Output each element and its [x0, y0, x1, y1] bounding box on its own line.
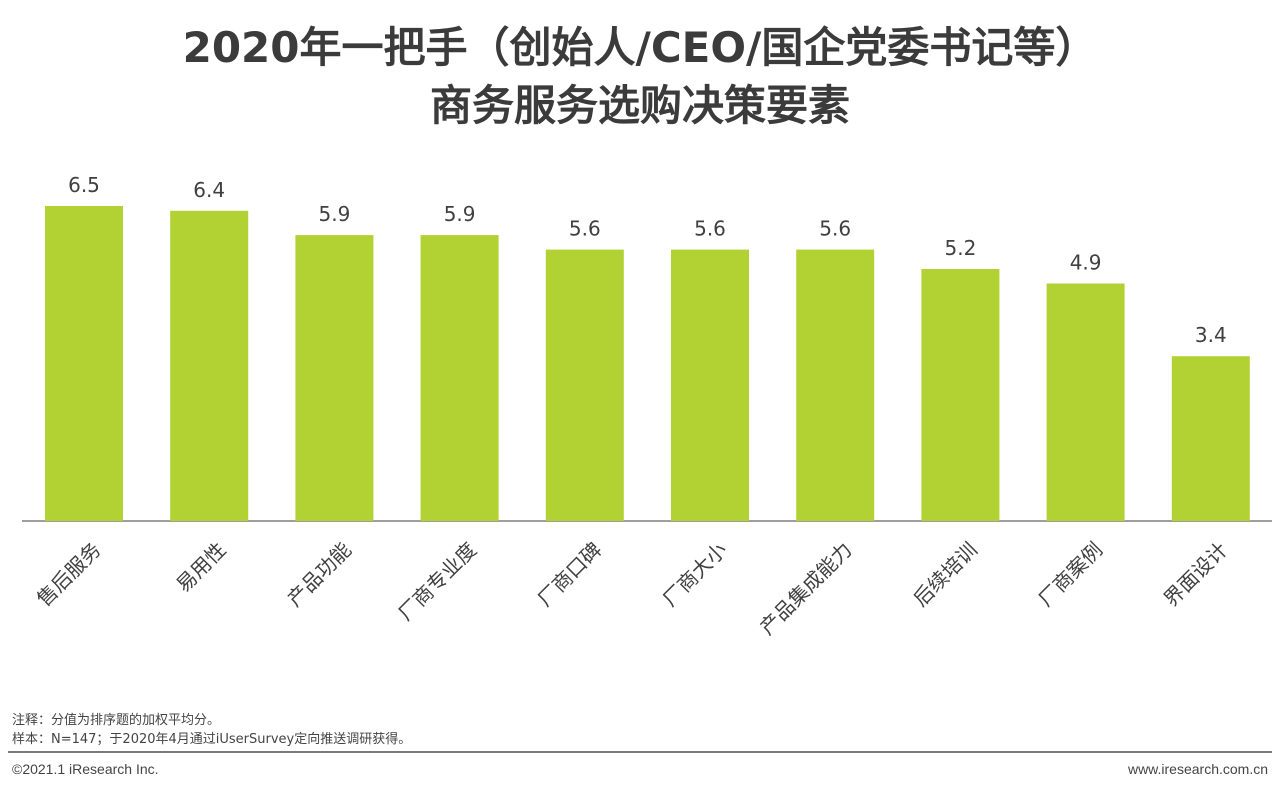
website-link[interactable]: www.iresearch.com.cn: [1127, 761, 1268, 777]
bar-4: [420, 235, 499, 521]
bar-2: [170, 210, 249, 522]
value-label-10: 3.4: [1195, 323, 1227, 347]
chart-title-line1: 2020年一把手（创始人/CEO/国企党委书记等）: [182, 23, 1098, 72]
value-label-6: 5.6: [694, 217, 726, 241]
value-label-9: 4.9: [1070, 251, 1102, 275]
value-label-3: 5.9: [318, 202, 350, 226]
category-label-6: 厂商大小: [658, 538, 732, 612]
value-label-1: 6.5: [68, 173, 100, 197]
category-label-9: 厂商案例: [1034, 538, 1108, 612]
value-label-2: 6.4: [193, 178, 225, 202]
bar-9: [1046, 283, 1125, 521]
category-label-5: 厂商口碑: [533, 538, 607, 612]
category-label-3: 产品功能: [282, 538, 356, 612]
bar-5: [545, 249, 624, 521]
bar-8: [921, 269, 1000, 521]
footer-divider: [8, 751, 1272, 753]
value-label-4: 5.9: [444, 202, 476, 226]
footnote-sample: 样本：N=147；于2020年4月通过iUserSurvey定向推送调研获得。: [12, 732, 412, 747]
value-label-7: 5.6: [819, 217, 851, 241]
category-label-2: 易用性: [171, 538, 230, 597]
bar-6: [671, 249, 749, 521]
category-label-8: 后续培训: [908, 538, 982, 612]
category-label-1: 售后服务: [32, 538, 106, 612]
value-label-5: 5.6: [569, 217, 601, 241]
bar-7: [796, 249, 875, 521]
bar-10: [1171, 356, 1250, 521]
chart-title-line2: 商务服务选购决策要素: [429, 81, 850, 130]
category-label-10: 界面设计: [1159, 538, 1233, 612]
bar-3: [295, 235, 374, 521]
category-label-4: 厂商专业度: [393, 538, 481, 626]
bar-chart: 6.5 售后服务 6.4 易用性 5.9 产品功能 5.9 厂商专业度 5.6 厂商口碑 5.6 厂商…: [22, 173, 1272, 640]
bar-1: [45, 206, 123, 521]
copyright-text: ©2021.1 iResearch Inc.: [12, 761, 159, 777]
category-label-7: 产品集成能力: [755, 538, 857, 640]
footnote-weighting: 注释：分值为排序题的加权平均分。: [12, 713, 221, 728]
value-label-8: 5.2: [944, 236, 976, 260]
